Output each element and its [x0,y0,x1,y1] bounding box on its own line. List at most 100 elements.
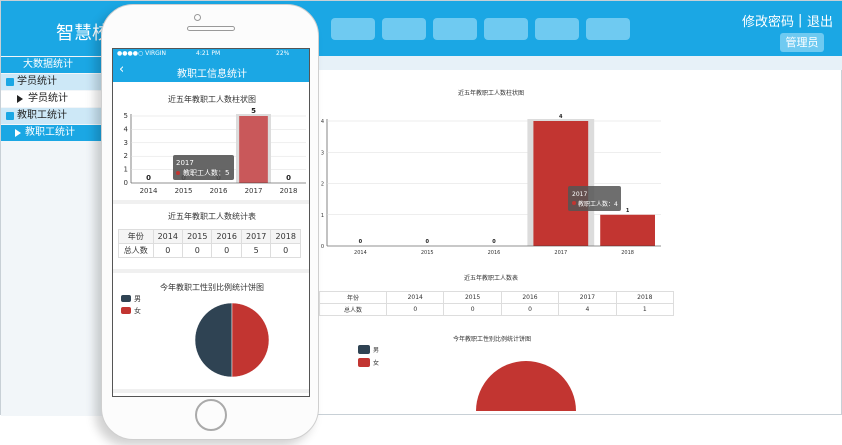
desktop-bar-title: 近五年教职工人数柱状图 [458,89,524,97]
sidebar-item-label: 学员统计 [17,76,57,87]
sidebar-item-label: 教职工统计 [25,127,75,138]
legend-female-swatch[interactable] [358,358,370,367]
status-bar: ●●●●○ VIRGIN 4:21 PM 22% [113,49,309,60]
tooltip-year: 2017 [572,191,587,198]
x-tick-label: 2018 [280,187,298,195]
top-nav-button[interactable] [484,18,528,40]
tooltip-dot-icon [176,171,180,175]
y-tick-label: 3 [321,150,324,156]
home-button[interactable] [195,399,227,431]
x-tick-label: 2016 [210,187,228,195]
x-tick-label: 2016 [488,250,501,256]
table-row: 总人数 0 0 0 5 0 [118,243,301,258]
top-nav-button[interactable] [586,18,630,40]
phone-screen: ●●●●○ VIRGIN 4:21 PM 22% ‹ 教职工信息统计 近五年教职… [112,48,310,397]
table-cell: 年份 [318,291,388,304]
legend-female-label: 女 [373,360,380,367]
data-label: 0 [146,174,151,182]
desktop-charts: 近五年教职工人数柱状图 0123402014020150201642017120… [321,89,661,411]
data-label: 0 [359,239,363,245]
back-chevron-icon[interactable]: ‹ [119,62,125,77]
legend-male-label: 男 [134,295,141,303]
table-cell: 2018 [270,229,301,244]
table-cell: 0 [386,303,445,316]
table-cell: 5 [240,243,272,258]
table-cell: 0 [152,243,184,258]
legend-female-label: 女 [134,307,141,315]
table-cell: 0 [270,243,301,258]
y-tick-label: 3 [124,139,128,147]
table-cell: 2016 [211,229,242,244]
desktop-pie-title: 今年教职工性别比例统计饼图 [453,335,531,343]
app-brand-title: 智慧校 [56,23,110,44]
table-cell: 0 [181,243,213,258]
data-label: 5 [251,107,256,115]
table-cell: 总人数 [318,303,388,316]
speaker-icon [187,26,235,31]
admin-badge[interactable]: 管理员 [780,33,824,52]
section-divider [113,269,309,273]
table-cell: 0 [443,303,502,316]
folder-icon [6,112,14,120]
table-cell: 年份 [118,229,154,244]
clock-label: 4:21 PM [196,50,221,57]
data-label: 0 [492,239,496,245]
x-tick-label: 2017 [554,250,567,256]
sidebar-item-staff-stats[interactable]: 教职工统计 [1,108,104,124]
sidebar-item-label: 学员统计 [28,93,68,104]
camera-icon [194,14,201,21]
data-label: 0 [286,174,291,182]
x-tick-label: 2014 [140,187,158,195]
legend-male-swatch[interactable] [121,295,131,302]
legend-male-label: 男 [373,347,380,354]
bar [600,214,655,246]
top-nav-button[interactable] [535,18,579,40]
phone-bar-tooltip: 2017 教职工人数：5 [173,155,234,180]
y-tick-label: 1 [124,166,128,174]
table-cell: 2017 [558,291,617,304]
phone-pie-title: 今年教职工性别比例统计饼图 [160,282,264,292]
sidebar-item-label: 教职工统计 [17,110,67,121]
logout-link[interactable]: 退出 [807,15,834,30]
table-cell: 2015 [443,291,502,304]
top-nav-button[interactable] [382,18,426,40]
change-password-link[interactable]: 修改密码 [742,15,795,30]
sidebar-item-student-stats[interactable]: 学员统计 [1,74,104,90]
phone-table-title: 近五年教职工人数统计表 [168,211,256,221]
tooltip-text: 教职工人数：5 [183,168,229,177]
legend-female-swatch[interactable] [121,307,131,314]
y-tick-label: 5 [124,112,128,120]
desktop-sidebar: 大数据统计 学员统计 学员统计 教职工统计 教职工统计 [1,56,104,416]
caret-right-icon [15,129,21,137]
table-header-row: 年份 2014 2015 2016 2017 2018 [118,229,301,244]
legend-male-swatch[interactable] [358,345,370,354]
table-header-row: 年份 2014 2015 2016 2017 2018 [318,291,675,304]
table-cell: 2016 [500,291,560,304]
phone-nav-bar: ‹ 教职工信息统计 [113,60,309,82]
phone-bar-title: 近五年教职工人数柱状图 [168,94,256,104]
battery-label: 22% [276,50,290,57]
top-nav-button[interactable] [331,18,375,40]
folder-icon [6,78,14,86]
y-tick-label: 4 [321,119,324,125]
table-cell: 总人数 [118,243,154,258]
table-cell: 2018 [615,291,675,304]
desktop-bar-tooltip: 2017 教职工人数：4 [568,186,621,211]
y-tick-label: 2 [321,182,324,188]
sidebar-subitem-staff-stats[interactable]: 教职工统计 [1,125,104,141]
y-tick-label: 0 [321,244,324,250]
top-nav-button[interactable] [433,18,477,40]
phone-mockup: ●●●●○ VIRGIN 4:21 PM 22% ‹ 教职工信息统计 近五年教职… [101,4,319,440]
desktop-table-title: 近五年教职工人数表 [464,274,518,282]
desktop-stats-table: 年份 2014 2015 2016 2017 2018 总人数 0 0 0 4 … [318,291,675,316]
table-cell: 2017 [240,229,272,244]
header-separator: | [798,13,803,28]
sidebar-subitem-student-stats[interactable]: 学员统计 [1,91,104,107]
x-tick-label: 2015 [421,250,434,256]
desktop-bar-chart: 0 1 2 3 4 0 2014 0 2015 0 2016 4 2017 1 2018 [321,114,661,256]
phone-page-title: 教职工信息统计 [177,69,247,80]
bar [239,116,268,183]
sidebar-item-big-data[interactable]: 大数据统计 [1,57,104,73]
table-cell: 2014 [152,229,184,244]
